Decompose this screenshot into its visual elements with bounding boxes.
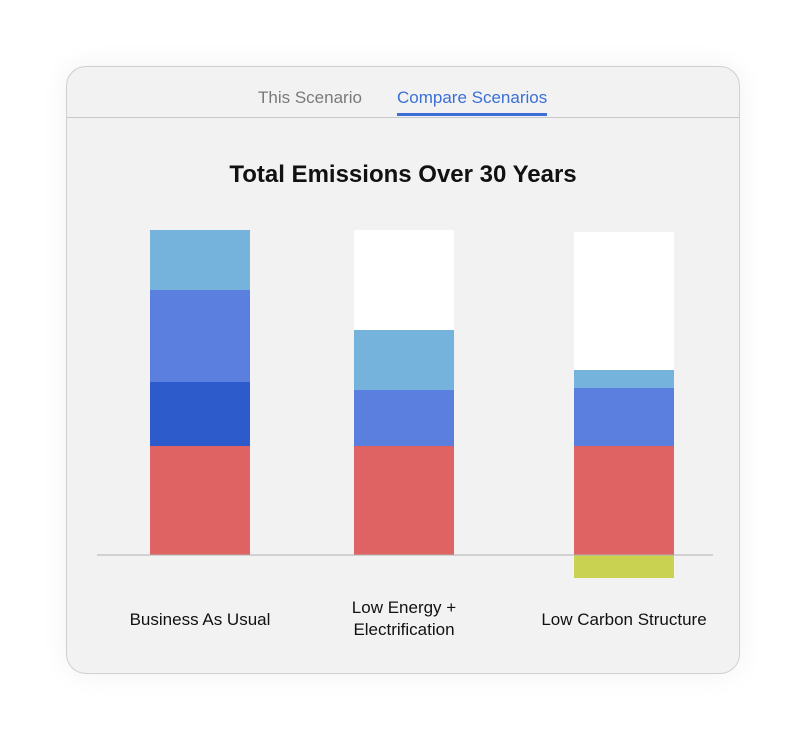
stacked-bar-chart (97, 230, 713, 578)
bar-segment-2-4 (354, 330, 454, 390)
tab-bar: This Scenario Compare Scenarios (67, 67, 739, 118)
bar-segment-3-1 (574, 446, 674, 555)
chart-card: This Scenario Compare Scenarios Total Em… (66, 66, 740, 674)
chart-title: Total Emissions Over 30 Years (229, 161, 577, 188)
bar-segment-3-4 (574, 370, 674, 388)
bar-segment-3-5 (574, 232, 674, 370)
bar-segment-2-3 (354, 390, 454, 446)
tab-compare-scenarios[interactable]: Compare Scenarios (397, 88, 548, 116)
bar-segment-2-1 (354, 446, 454, 555)
bar-segment-3-6 (574, 555, 674, 578)
bar-segment-1-3 (150, 290, 250, 382)
bar-segment-1-2 (150, 382, 250, 446)
x-tick-label: Business As Usual (129, 610, 271, 629)
bar-segment-3-3 (574, 388, 674, 446)
tab-this-scenario[interactable]: This Scenario (258, 88, 362, 107)
x-tick-label: Low Energy + Electrification (351, 598, 457, 639)
bar-segment-1-1 (150, 446, 250, 555)
bar-segment-1-4 (150, 230, 250, 290)
bar-segment-2-5 (354, 230, 454, 330)
x-tick-label: Low Carbon Structure (541, 610, 707, 629)
